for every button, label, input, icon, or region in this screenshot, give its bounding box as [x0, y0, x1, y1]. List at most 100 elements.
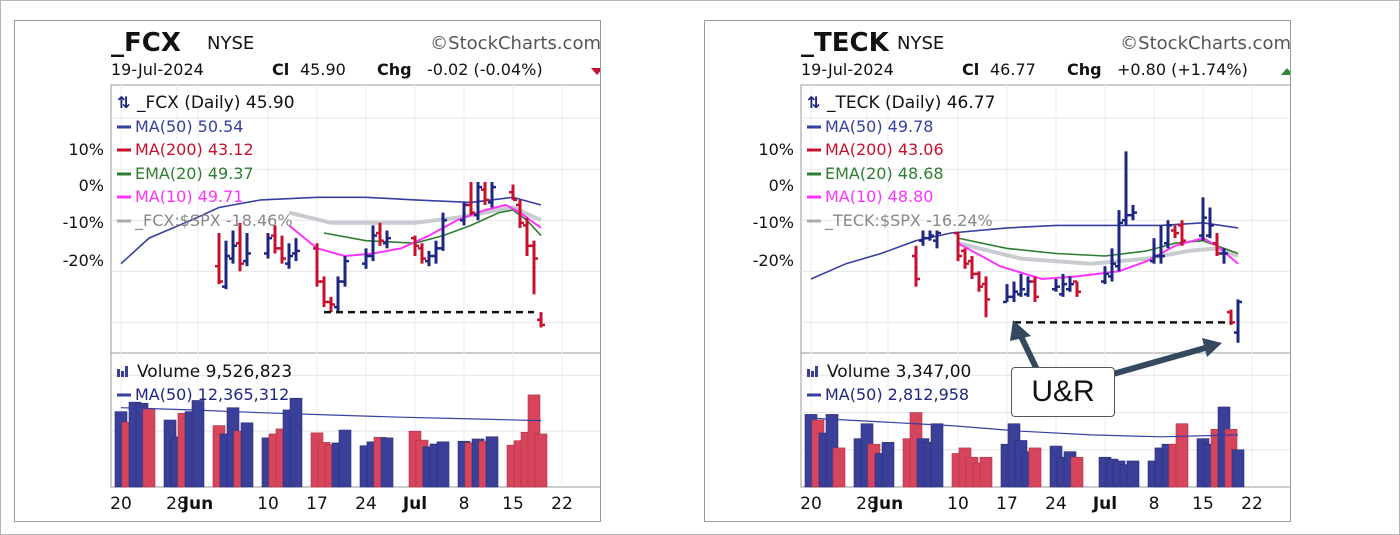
volume-legend-icon — [807, 369, 810, 377]
volume-bar — [534, 433, 548, 488]
ma50-line — [810, 221, 1239, 280]
ema20-line — [957, 237, 1239, 257]
volume-bar — [979, 456, 993, 488]
teck-chart-panel: _TECK NYSE ©StockCharts.com 19-Jul-2024 Cl 46… — [704, 20, 1291, 522]
volume-ma-line — [120, 407, 542, 422]
volume-legend-icon — [815, 366, 818, 377]
exchange-label: NYSE — [207, 33, 254, 54]
volume-legend-icon — [811, 371, 814, 377]
fcx-chart: _FCX NYSE ©StockCharts.com 19-Jul-2024 Cl 45.… — [63, 28, 600, 514]
ma200-legend: MA(200) 43.06 — [825, 140, 944, 159]
volume-ma-legend: MA(50) 2,812,958 — [825, 385, 969, 404]
ma50-legend: MA(50) 49.78 — [825, 117, 933, 136]
rs-line — [288, 205, 542, 225]
volume-bar — [142, 408, 156, 488]
volume-bar — [832, 447, 846, 488]
close-label: Cl — [962, 60, 979, 79]
volume-bar — [380, 437, 394, 488]
x-tick-label: 10 — [257, 494, 279, 514]
volume-bar — [289, 397, 303, 488]
x-tick-label: 8 — [1149, 494, 1160, 514]
date-label: 19-Jul-2024 — [111, 60, 204, 79]
volume-bar — [1231, 449, 1245, 488]
ema20-legend: EMA(20) 48.68 — [825, 164, 944, 183]
volume-bar — [191, 400, 205, 488]
rs-tick-label: -10% — [753, 213, 794, 232]
fcx-chart-panel: _FCX NYSE ©StockCharts.com 19-Jul-2024 Cl 45.… — [14, 20, 601, 522]
rs-legend: _FCX:$SPX -18.46% — [134, 211, 293, 231]
x-tick-label: 15 — [1192, 494, 1214, 514]
x-tick-label: 20 — [800, 494, 822, 514]
rs-legend: _TECK:$SPX -16.24% — [824, 211, 993, 231]
x-tick-label: Jun — [182, 494, 214, 514]
ma200-legend: MA(200) 43.12 — [135, 140, 254, 159]
symbol-label: _TECK — [801, 28, 890, 58]
change-label: Chg — [377, 60, 412, 79]
watermark-label: ©StockCharts.com — [430, 33, 600, 54]
price-legend-icon: ⇅ — [117, 93, 130, 112]
ma10-legend: MA(10) 48.80 — [825, 187, 933, 206]
down-arrow-icon — [591, 68, 600, 75]
rs-tick-label: 10% — [68, 140, 104, 159]
price-legend: _TECK (Daily) 46.77 — [826, 93, 995, 113]
volume-ma-legend: MA(50) 12,365,312 — [135, 385, 289, 404]
volume-bar — [338, 429, 352, 488]
volume-legend: Volume 9,526,823 — [137, 362, 292, 382]
rs-tick-label: -20% — [753, 251, 794, 270]
watermark-label: ©StockCharts.com — [1120, 33, 1290, 54]
volume-ma-line — [810, 417, 1239, 438]
volume-legend: Volume 3,347,00 — [827, 362, 971, 382]
volume-bar — [436, 441, 450, 488]
x-tick-label: 8 — [459, 494, 470, 514]
volume-bar — [240, 422, 254, 488]
rs-tick-label: -10% — [63, 213, 104, 232]
ema20-line — [323, 209, 542, 245]
close-value: 45.90 — [300, 60, 346, 79]
rs-tick-label: 0% — [769, 176, 794, 195]
symbol-label: _FCX — [111, 28, 181, 58]
ema20-legend: EMA(20) 49.37 — [135, 164, 254, 183]
change-value: -0.02 (-0.04%) — [427, 60, 543, 79]
volume-legend-icon — [121, 371, 124, 377]
volume-legend-icon — [117, 369, 120, 377]
close-label: Cl — [272, 60, 289, 79]
volume-bar — [1175, 423, 1189, 488]
x-tick-label: Jul — [1092, 494, 1117, 514]
date-label: 19-Jul-2024 — [801, 60, 894, 79]
volume-bar — [881, 442, 895, 488]
price-legend-icon: ⇅ — [807, 93, 820, 112]
x-tick-label: Jun — [872, 494, 904, 514]
volume-legend-icon — [125, 366, 128, 377]
x-tick-label: 20 — [110, 494, 132, 514]
volume-bar — [485, 436, 499, 488]
x-tick-label: 15 — [502, 494, 524, 514]
change-label: Chg — [1067, 60, 1102, 79]
callout-box: U&R — [1011, 367, 1115, 417]
x-tick-label: 22 — [551, 494, 573, 514]
teck-chart: _TECK NYSE ©StockCharts.com 19-Jul-2024 Cl 46… — [753, 28, 1290, 514]
x-tick-label: 24 — [1045, 494, 1067, 514]
volume-bar — [930, 423, 944, 488]
x-tick-label: 10 — [947, 494, 969, 514]
change-value: +0.80 (+1.74%) — [1117, 60, 1248, 79]
x-tick-label: 24 — [355, 494, 377, 514]
x-tick-label: 28 — [166, 494, 188, 514]
ma10-line — [957, 237, 1239, 281]
volume-bar — [1126, 460, 1140, 488]
volume-panel-frame — [800, 352, 1290, 488]
volume-bar — [1028, 447, 1042, 488]
ma10-legend: MA(10) 49.71 — [135, 187, 243, 206]
x-tick-label: 17 — [306, 494, 328, 514]
ma50-legend: MA(50) 50.54 — [135, 117, 243, 136]
price-legend: _FCX (Daily) 45.90 — [136, 93, 295, 113]
up-arrow-icon — [1281, 68, 1290, 75]
rs-tick-label: 0% — [79, 176, 104, 195]
x-tick-label: 22 — [1241, 494, 1263, 514]
rs-tick-label: 10% — [758, 140, 794, 159]
exchange-label: NYSE — [897, 33, 944, 54]
ma10-line — [288, 203, 542, 258]
callout-label: U&R — [1031, 375, 1095, 408]
close-value: 46.77 — [990, 60, 1036, 79]
x-tick-label: 28 — [856, 494, 878, 514]
x-tick-label: 17 — [996, 494, 1018, 514]
